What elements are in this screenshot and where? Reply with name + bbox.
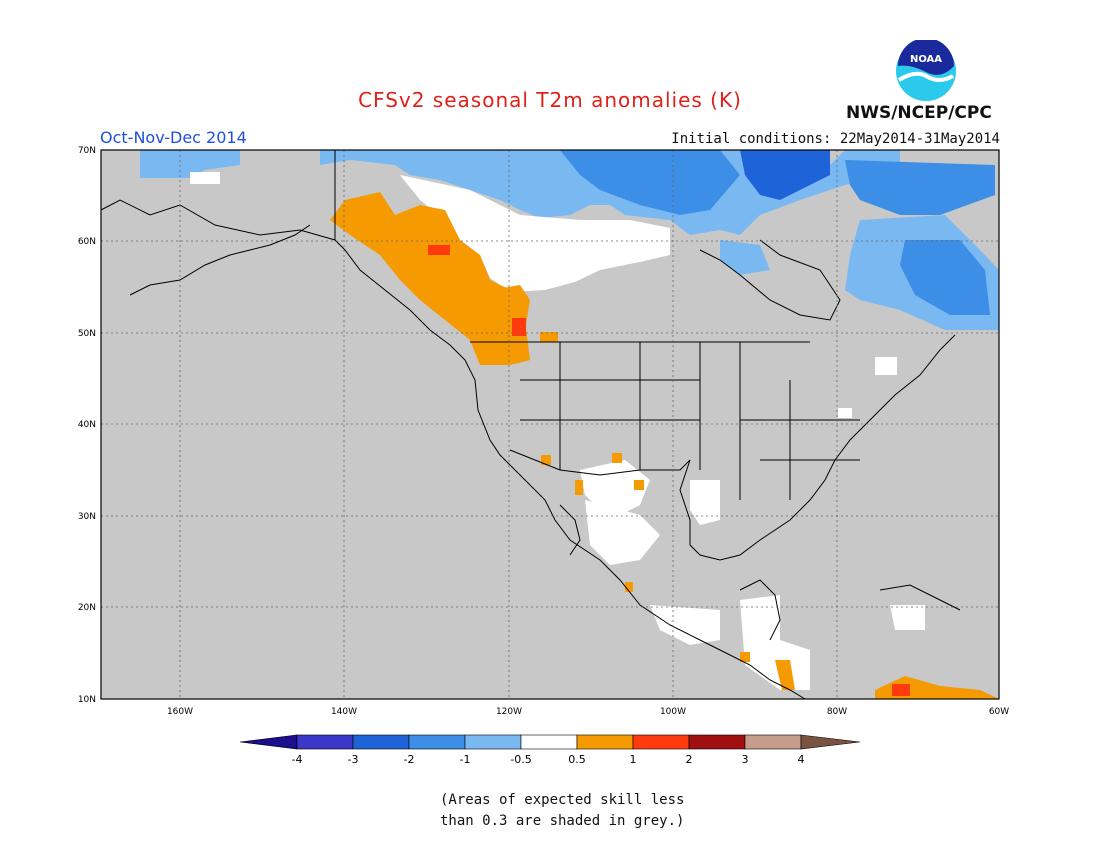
lat-tick-label: 60N: [78, 237, 96, 247]
warm-spot-2: [541, 455, 551, 465]
arctic-cold-patch: [140, 150, 240, 178]
footnote: (Areas of expected skill less than 0.3 a…: [440, 790, 740, 832]
baffin-cold-patch: [845, 160, 995, 215]
neutral-southwest: [580, 460, 650, 515]
lat-tick-label: 10N: [78, 695, 96, 705]
legend-swatch: [632, 734, 690, 750]
warm-spot-1: [540, 332, 558, 342]
logo-text: NOAA: [910, 54, 942, 65]
legend-tick-label: 4: [798, 753, 805, 766]
legend-swatch: [352, 734, 410, 750]
legend-tick-label: 0.5: [568, 753, 586, 766]
canada-cold-core: [560, 150, 740, 215]
legend-tick-label: -0.5: [510, 753, 531, 766]
warm-spot-3: [575, 480, 583, 495]
legend-swatch-below: [239, 734, 298, 750]
legend-swatch: [520, 734, 578, 750]
lon-tick-label: 100W: [660, 707, 686, 717]
anomaly-patches: [140, 150, 999, 699]
hot-spot-2: [512, 318, 526, 336]
lat-tick-label: 30N: [78, 512, 96, 522]
neutral-caribbean: [890, 605, 925, 630]
legend-swatch: [744, 734, 802, 750]
warm-patch-alaska-bc: [330, 192, 530, 365]
hot-spot-1: [428, 245, 450, 255]
legend-tick-labels: -4 -3 -2 -1 -0.5 0.5 1 2 3 4: [292, 753, 805, 766]
legend-tick-label: 1: [630, 753, 637, 766]
lon-tick-label: 80W: [827, 707, 847, 717]
legend-swatch: [576, 734, 634, 750]
warm-central-america: [775, 660, 795, 690]
chart-title: CFSv2 seasonal T2m anomalies (K): [358, 88, 742, 112]
lon-tick-label: 120W: [496, 707, 522, 717]
legend-tick-label: 2: [686, 753, 693, 766]
neutral-central-america: [650, 605, 720, 645]
hudson-cold-core: [740, 150, 830, 200]
neutral-spot-2: [875, 357, 897, 375]
lat-tick-label: 40N: [78, 420, 96, 430]
warm-spot-5: [634, 480, 644, 490]
season-label: Oct-Nov-Dec 2014: [100, 128, 247, 147]
lat-tick-label: 70N: [78, 146, 96, 156]
legend-tick-label: -1: [460, 753, 471, 766]
lat-ticks: 70N 60N 50N 40N 30N 20N 10N: [78, 146, 96, 705]
legend-tick-label: 3: [742, 753, 749, 766]
neutral-spot-3: [838, 408, 852, 418]
lon-ticks: 160W 140W 120W 100W 80W 60W: [167, 707, 1009, 717]
map-frame: [100, 149, 1000, 700]
west-cold-patch: [720, 240, 770, 275]
legend-swatch: [688, 734, 746, 750]
legend-swatch: [296, 734, 354, 750]
legend-swatch: [408, 734, 466, 750]
lon-tick-label: 60W: [989, 707, 1009, 717]
noaa-logo: NOAA: [896, 40, 956, 101]
lon-tick-label: 160W: [167, 707, 193, 717]
legend-swatch-above: [800, 734, 861, 750]
color-legend: [239, 734, 861, 750]
footnote-line-1: (Areas of expected skill less: [440, 792, 685, 808]
coastlines: [100, 199, 961, 700]
footnote-line-2: than 0.3 are shaded in grey.): [440, 813, 685, 829]
lat-tick-label: 20N: [78, 603, 96, 613]
lat-tick-label: 50N: [78, 329, 96, 339]
legend-tick-label: -4: [292, 753, 303, 766]
neutral-spot-1: [190, 172, 220, 184]
initial-conditions-label: Initial conditions: 22May2014-31May2014: [671, 131, 1000, 147]
lon-tick-label: 140W: [331, 707, 357, 717]
neutral-texas: [690, 480, 720, 525]
warm-spot-6: [625, 582, 633, 592]
political-borders: [334, 150, 860, 500]
gridlines: [101, 150, 999, 699]
agency-label: NWS/NCEP/CPC: [846, 103, 992, 123]
legend-tick-label: -3: [348, 753, 359, 766]
warm-spot-4: [612, 453, 622, 463]
hot-spot-3: [892, 684, 910, 696]
neutral-yucatan: [740, 595, 810, 690]
neutral-region-north: [400, 175, 670, 292]
legend-tick-label: -2: [404, 753, 415, 766]
labrador-cold-core: [900, 240, 990, 315]
legend-swatch: [464, 734, 522, 750]
warm-spot-7: [740, 652, 750, 662]
